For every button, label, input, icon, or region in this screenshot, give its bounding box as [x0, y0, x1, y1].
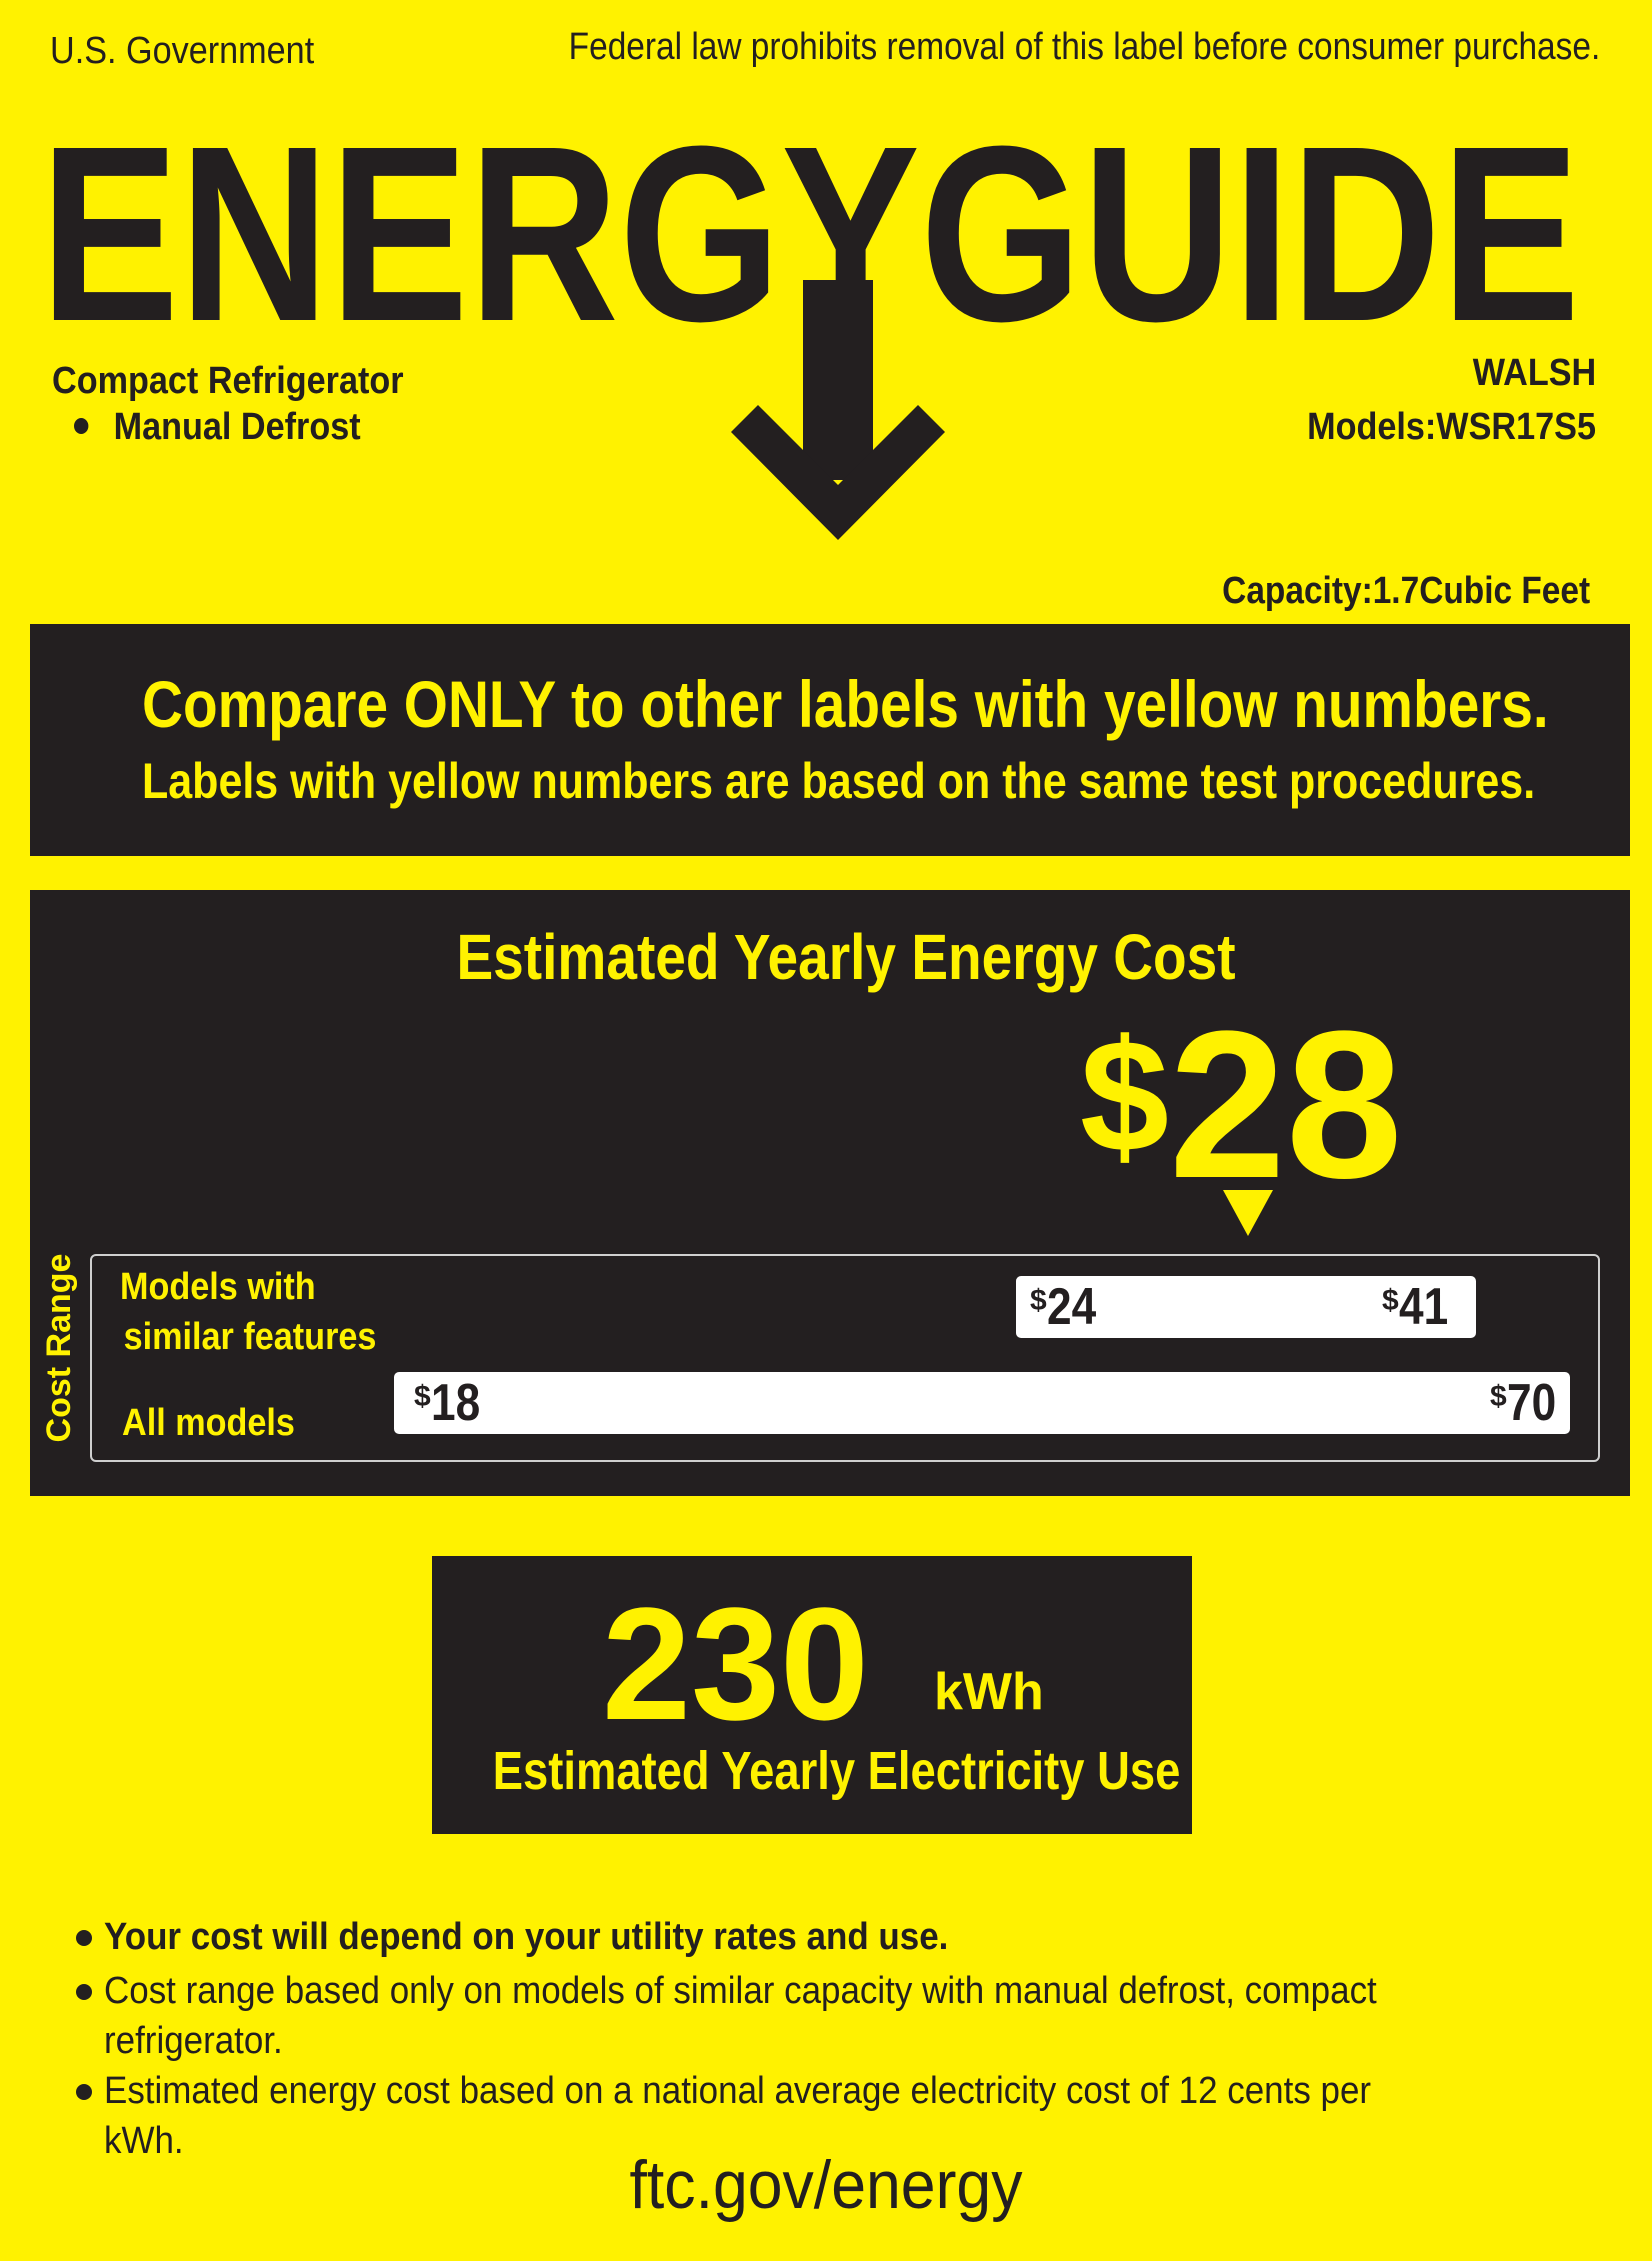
all-max-currency: $ [1490, 1380, 1507, 1413]
electricity-use-label: Estimated Yearly Electricity Use [492, 1741, 1181, 1801]
note-item: Your cost will depend on your utility ra… [74, 1912, 1494, 1962]
cost-pointer-icon [1223, 1190, 1273, 1236]
similar-min-value: 24 [1046, 1278, 1096, 1336]
similar-models-label: Models with similar features [120, 1262, 376, 1362]
similar-min: $24 [1030, 1280, 1105, 1347]
similar-label-line2: similar features [123, 1316, 377, 1358]
similar-max-value: 41 [1398, 1278, 1448, 1336]
product-feature-text: Manual Defrost [113, 406, 361, 448]
compare-banner: Compare ONLY to other labels with yellow… [30, 624, 1630, 856]
capacity-text: Capacity:1.7Cubic Feet [1222, 570, 1590, 612]
all-min-value: 18 [430, 1374, 480, 1432]
energyguide-logo: ENERGYGUIDE [40, 110, 1580, 540]
compare-headline: Compare ONLY to other labels with yellow… [142, 667, 1549, 741]
arrow-down-icon [731, 280, 945, 540]
legal-notice: Federal law prohibits removal of this la… [568, 26, 1600, 68]
model-number: Models:WSR17S5 [1307, 406, 1596, 448]
ftc-link[interactable]: ftc.gov/energy [629, 2147, 1023, 2223]
product-category: Compact Refrigerator [52, 360, 404, 402]
yearly-cost-value: $28 [1080, 1000, 1403, 1210]
similar-models-range-bar: $24 $41 [1016, 1276, 1476, 1338]
bullet-icon [74, 417, 89, 434]
kwh-unit: kWh [934, 1663, 1044, 1721]
cost-range-label: Cost Range [40, 1253, 78, 1443]
kwh-value: 230 [602, 1574, 869, 1753]
all-min-currency: $ [414, 1380, 431, 1413]
note-text: Estimated energy cost based on a nationa… [104, 2070, 1372, 2162]
all-models-range-bar: $18 $70 [394, 1372, 1570, 1434]
note-item: Cost range based only on models of simil… [74, 1966, 1494, 2066]
compare-subline: Labels with yellow numbers are based on … [142, 753, 1536, 809]
similar-max: $41 [1382, 1280, 1457, 1347]
all-max-value: 70 [1506, 1374, 1556, 1432]
all-min: $18 [414, 1376, 489, 1443]
product-feature: Manual Defrost [74, 406, 361, 449]
cost-currency: $ [1080, 1006, 1169, 1185]
note-item: Estimated energy cost based on a nationa… [74, 2066, 1494, 2166]
cost-heading: Estimated Yearly Energy Cost [456, 921, 1236, 993]
similar-max-currency: $ [1382, 1284, 1399, 1317]
note-text: Cost range based only on models of simil… [104, 1970, 1377, 2062]
electricity-use-panel: 230 kWh Estimated Yearly Electricity Use [432, 1556, 1192, 1834]
note-text: Your cost will depend on your utility ra… [104, 1916, 949, 1958]
all-max: $70 [1490, 1376, 1565, 1443]
all-models-label: All models [122, 1402, 295, 1444]
similar-min-currency: $ [1030, 1284, 1047, 1317]
energy-cost-panel: Estimated Yearly Energy Cost $28 Cost Ra… [30, 890, 1630, 1496]
issuer-text: U.S. Government [50, 30, 315, 72]
brand-name: WALSH [1472, 352, 1596, 394]
cost-amount: 28 [1168, 987, 1403, 1222]
cost-range-frame [90, 1254, 1600, 1462]
similar-label-line1: Models with [120, 1266, 316, 1308]
notes-list: Your cost will depend on your utility ra… [74, 1912, 1494, 2166]
